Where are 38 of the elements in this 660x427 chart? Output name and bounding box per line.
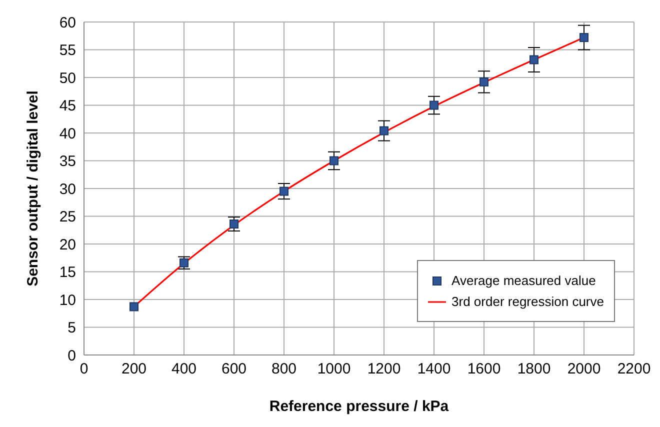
y-tick-label: 0 bbox=[68, 347, 76, 364]
x-tick-label: 400 bbox=[171, 360, 197, 378]
y-tick-label: 60 bbox=[59, 14, 76, 32]
point bbox=[580, 33, 588, 42]
legend-label: Average measured value bbox=[452, 273, 596, 288]
x-tick-label: 0 bbox=[80, 360, 88, 378]
x-tick-label: 2200 bbox=[617, 360, 651, 378]
x-tick-label: 600 bbox=[221, 360, 247, 378]
y-tick-label: 45 bbox=[59, 98, 76, 115]
y-tick-label: 35 bbox=[59, 153, 76, 170]
y-tick-label: 25 bbox=[59, 208, 76, 226]
legend-label: 3rd order regression curve bbox=[452, 294, 604, 309]
y-tick-label: 50 bbox=[59, 70, 76, 87]
y-tick-label: 30 bbox=[59, 180, 76, 198]
point bbox=[230, 220, 238, 229]
x-tick-label: 1600 bbox=[467, 360, 501, 378]
point bbox=[330, 156, 338, 166]
x-tick-label: 2000 bbox=[567, 360, 601, 378]
point bbox=[380, 126, 388, 136]
y-tick-label: 55 bbox=[59, 42, 76, 60]
point bbox=[130, 302, 138, 312]
point bbox=[430, 100, 438, 110]
y-tick-label: 15 bbox=[59, 264, 76, 282]
point bbox=[280, 186, 288, 196]
x-tick-label: 1000 bbox=[317, 360, 351, 378]
y-tick-label: 10 bbox=[59, 292, 76, 309]
y-tick-label: 40 bbox=[59, 125, 76, 142]
y-tick-label: 20 bbox=[59, 236, 76, 254]
x-tick-label: 1400 bbox=[417, 360, 451, 378]
x-tick-label: 800 bbox=[271, 360, 297, 378]
y-tick-label: 5 bbox=[68, 320, 76, 337]
x-axis-title: Reference pressure / kPa bbox=[269, 398, 450, 415]
x-tick-label: 1800 bbox=[517, 360, 551, 378]
point bbox=[530, 55, 538, 64]
x-tick-label: 1200 bbox=[367, 360, 401, 378]
point bbox=[480, 77, 488, 86]
x-tick-label: 200 bbox=[121, 360, 147, 378]
y-axis-title: Sensor output / digital level bbox=[24, 90, 42, 286]
